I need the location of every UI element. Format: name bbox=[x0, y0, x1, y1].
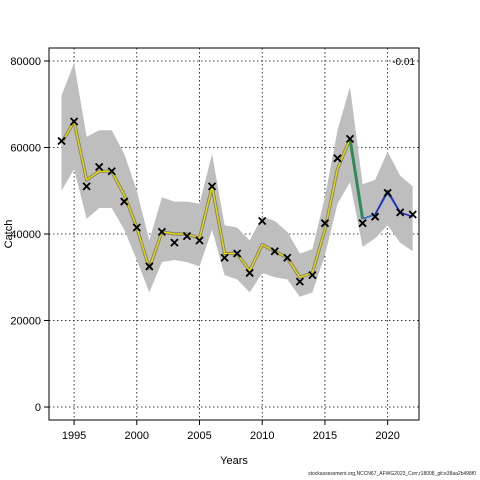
confidence-band bbox=[61, 63, 413, 297]
annotation-label: -0.01 bbox=[392, 57, 415, 68]
observed-point bbox=[245, 268, 254, 278]
retro-peel-line bbox=[348, 138, 365, 220]
x-tick-label: 2000 bbox=[125, 430, 149, 442]
y-tick-label: 40000 bbox=[10, 229, 41, 241]
observed-point bbox=[232, 249, 242, 258]
observed-point bbox=[107, 167, 116, 176]
observed-point bbox=[358, 219, 367, 228]
observed-point bbox=[120, 197, 129, 206]
observed-point bbox=[220, 253, 229, 262]
y-tick-label: 80000 bbox=[10, 56, 41, 68]
observed-point bbox=[333, 154, 342, 163]
x-tick-label: 2010 bbox=[250, 430, 274, 442]
observed-point bbox=[82, 182, 91, 191]
x-tick-label: 2020 bbox=[375, 430, 399, 442]
x-tick-label: 2005 bbox=[187, 430, 211, 442]
observed-point bbox=[408, 210, 417, 219]
observed-point bbox=[157, 227, 167, 236]
observed-point bbox=[182, 232, 192, 241]
observed-point bbox=[320, 219, 330, 228]
observed-point bbox=[383, 188, 392, 198]
observed-point bbox=[95, 162, 104, 172]
observed-point bbox=[308, 270, 317, 280]
y-tick-label: 60000 bbox=[10, 142, 41, 154]
observed-point bbox=[170, 238, 179, 247]
y-axis-title: Catch bbox=[3, 220, 15, 249]
y-tick-label: 0 bbox=[35, 402, 41, 414]
fit-line bbox=[60, 120, 351, 279]
observed-point bbox=[283, 253, 292, 262]
y-tick-label: 20000 bbox=[10, 316, 41, 328]
x-tick-label: 2015 bbox=[313, 430, 337, 442]
fitted-lines bbox=[60, 119, 413, 279]
observed-point bbox=[132, 223, 141, 232]
band-area bbox=[61, 63, 413, 297]
observed-point bbox=[370, 212, 380, 221]
observed-point bbox=[69, 117, 79, 126]
observed-point bbox=[57, 136, 66, 146]
observed-point bbox=[258, 216, 267, 226]
observed-point bbox=[207, 182, 217, 191]
observed-point bbox=[396, 208, 405, 217]
observed-point bbox=[295, 277, 304, 286]
observed-point bbox=[145, 262, 154, 271]
observed-point bbox=[270, 247, 279, 256]
observed-point bbox=[345, 134, 355, 143]
axes: 1995 2000 2005 2010 2015 2020 0 20000 40000 60000… bbox=[10, 56, 399, 442]
x-tick-label: 1995 bbox=[62, 430, 86, 442]
retro-peel-line bbox=[374, 189, 413, 218]
observed-point bbox=[195, 236, 204, 245]
footer-source: stockassessment.org,NCCN67_AFWG2023_Corr… bbox=[308, 471, 476, 477]
x-axis-title: Years bbox=[220, 455, 248, 467]
observed-points bbox=[57, 117, 417, 286]
